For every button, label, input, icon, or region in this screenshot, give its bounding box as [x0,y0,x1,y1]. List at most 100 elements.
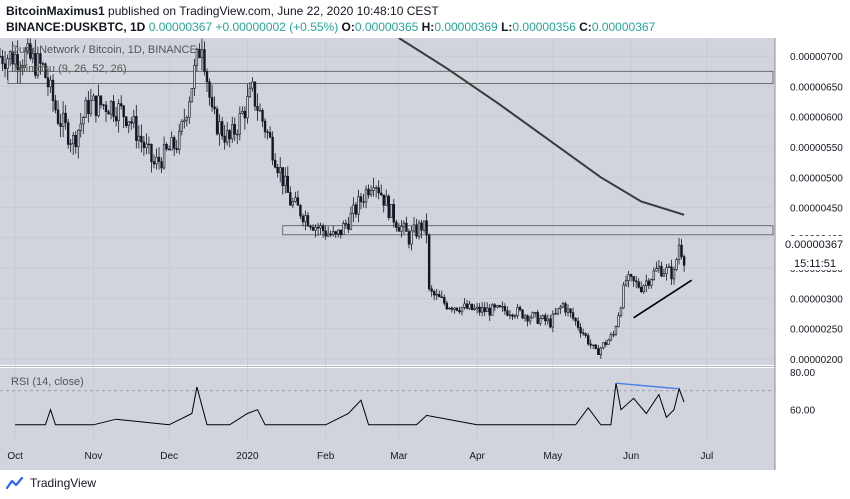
candle-body [496,305,499,308]
candle-body [203,49,206,72]
candle-body [241,110,244,114]
author-name[interactable]: BitcoinMaximus1 [6,4,105,18]
candle-body [445,302,449,310]
candle-body [89,100,93,114]
candle-body [556,308,560,314]
candle-body [193,65,196,89]
price-axis-band [775,38,850,470]
candle-body [165,144,168,150]
candle-body [379,192,383,196]
candle-body [357,196,360,215]
candle-body [579,327,582,334]
candle-body [574,317,577,322]
candle-body [566,308,570,313]
candle-body [152,161,156,165]
candle-body [594,344,597,349]
candle-body [369,190,373,196]
candle-body [660,265,663,277]
candle-body [29,43,32,59]
candle-body [225,130,229,143]
candle-body [440,296,443,298]
time-tick-label: Nov [85,451,103,462]
candle-body [294,197,297,202]
candle-body [622,284,625,309]
candle-body [56,109,60,124]
candle-body [49,79,52,88]
candle-body [463,303,466,308]
candle-body [238,112,242,135]
candle-body [468,303,471,309]
candle-body [0,55,2,58]
rsi-legend[interactable]: RSI (14, close) [11,376,84,388]
candle-body [589,343,592,346]
candle-body [511,314,514,317]
candle-body [220,121,224,137]
candle-body [362,201,365,203]
countdown-text: 15:11:51 [794,258,836,270]
open-value: 0.00000365 [354,20,419,34]
candle-body [682,256,686,266]
candle-body [198,48,201,59]
price-tick-label: 0.00000600 [790,113,843,124]
current-price-text: 0.00000367 [785,239,843,251]
candle-body [145,143,148,149]
price-pane [0,38,775,365]
candle-body [200,49,204,59]
candle-body [170,137,173,151]
candle-body [586,335,590,345]
candle-body [130,121,133,124]
candle-body [665,267,668,274]
candle-body [430,288,433,292]
candle-body [326,233,330,237]
candle-body [79,123,82,131]
candle-body [64,112,67,124]
candle-body [417,222,421,237]
candle-body [99,95,103,106]
candle-body [667,266,671,268]
candle-body [607,339,610,345]
candle-body [609,334,613,341]
candle-body [617,315,620,328]
candle-body [453,307,456,310]
candle-body [349,213,353,230]
candle-body [385,195,388,206]
tradingview-logo[interactable]: TradingView [6,476,96,490]
candle-body [208,81,211,98]
candle-body [306,215,310,227]
candle-body [516,307,519,317]
candle-body [46,77,50,88]
candle-body [629,274,633,277]
candle-body [443,297,446,304]
moving-average-line [398,38,685,216]
candle-body [624,280,628,286]
candle-body [637,281,640,288]
candle-body [162,144,166,169]
candle-body [213,106,216,110]
candle-body [377,187,380,194]
bearish-divergence-line [615,382,680,390]
candle-body [523,315,527,319]
candle-body [256,105,259,111]
time-tick-label: Feb [317,451,335,462]
candle-body [652,270,656,280]
candle-body [266,131,269,133]
indicator-legend[interactable]: Ichimoku (9, 26, 52, 26) [11,63,127,75]
candle-body [364,188,368,203]
candle-body [268,132,272,138]
candle-body [531,312,534,319]
price-tick-label: 0.00000450 [790,204,843,215]
time-tick-label: 2020 [236,451,259,462]
chart-canvas[interactable]: 0.00000700 0.00000650 0.00000600 0.00000550… [0,38,850,470]
candle-body [72,135,75,145]
candle-body [344,223,348,225]
symbol-label[interactable]: BINANCE:DUSKBTC, 1D [6,20,146,34]
candle-body [127,121,130,126]
candle-body [18,67,22,70]
candle-body [39,53,42,64]
time-tick-label: Oct [7,451,23,462]
candle-body [21,65,24,68]
rsi-line [15,383,685,426]
ascending-trendline [633,279,693,319]
candle-body [44,63,47,79]
time-tick-label: Apr [469,451,485,462]
